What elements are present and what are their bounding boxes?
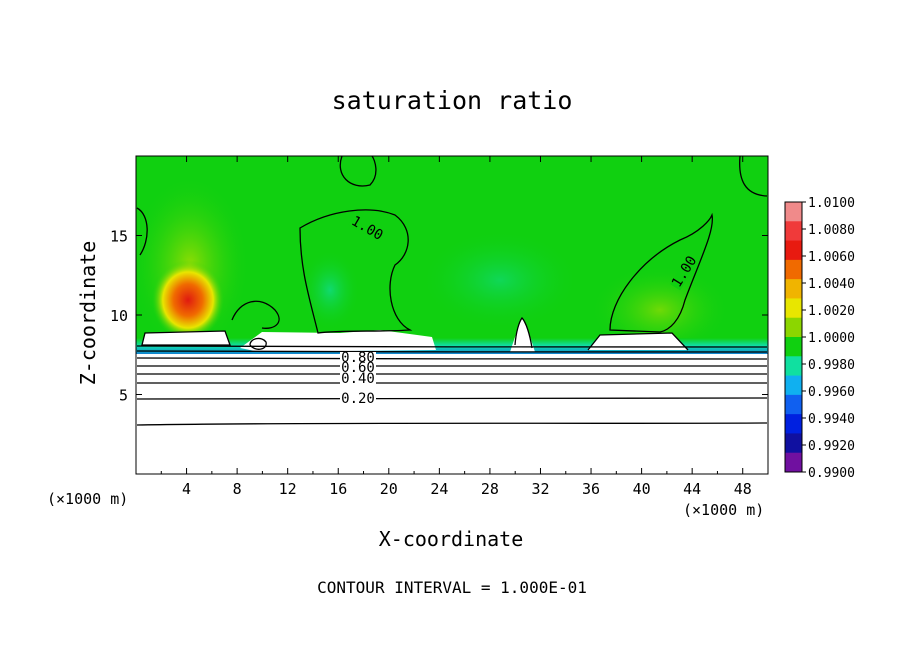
contour-label-group: 0.40 xyxy=(340,371,376,387)
colorbar-label: 0.9920 xyxy=(808,439,855,454)
x-tick-label: 4 xyxy=(182,480,191,498)
colorbar-label: 0.9980 xyxy=(808,358,855,373)
contour-label-group: 0.60 xyxy=(340,360,376,376)
colorbar-label: 1.0060 xyxy=(808,250,855,265)
colorbar-label: 0.9940 xyxy=(808,412,855,427)
x-tick-label: 24 xyxy=(430,480,448,498)
x-tick-label: 20 xyxy=(380,480,398,498)
contour-label: 0.60 xyxy=(341,360,375,376)
x-tick-label: 40 xyxy=(633,480,651,498)
contour-label: 0.20 xyxy=(341,391,375,407)
colorbar-swatch xyxy=(785,414,802,434)
x-tick-label: 16 xyxy=(329,480,347,498)
colorbar-label: 0.9900 xyxy=(808,466,855,481)
colorbar-swatch xyxy=(785,356,802,376)
x-tick-label: 36 xyxy=(582,480,600,498)
y-tick-label: 15 xyxy=(110,228,128,246)
contour-labels: 1.001.000.800.600.400.20 xyxy=(340,213,700,407)
colorbar-swatch xyxy=(785,394,802,415)
x-tick-label: 28 xyxy=(481,480,499,498)
colorbar-swatch xyxy=(785,433,802,454)
chart-title: saturation ratio xyxy=(331,86,573,115)
colorbar-swatch xyxy=(785,337,802,357)
colorbar-label: 1.0100 xyxy=(808,196,855,211)
contour-label-bg xyxy=(340,373,376,385)
colorbar-swatch xyxy=(785,452,802,473)
y-tick-label: 5 xyxy=(119,387,128,405)
colorbar-swatch xyxy=(785,259,802,280)
colorbar-label: 1.0000 xyxy=(808,331,855,346)
colorbar-label: 1.0040 xyxy=(808,277,855,292)
colorbar-swatch xyxy=(785,202,802,222)
colorbar-swatch xyxy=(785,298,802,319)
colorbar: 1.0100 1.0080 1.0060 1.0040 1.0020 1.0000 0.99… xyxy=(784,196,855,481)
contour-label-bg xyxy=(340,393,376,405)
contour-label-bg xyxy=(669,253,700,291)
plot-frame xyxy=(135,155,769,475)
y-tick-label: 10 xyxy=(110,307,128,325)
contour-label: 0.40 xyxy=(341,371,375,387)
x-tick-label: 12 xyxy=(279,480,297,498)
contour-label-group: 0.20 xyxy=(340,391,376,407)
contour-label-bg xyxy=(340,352,376,364)
colorbar-swatch xyxy=(785,375,802,396)
x-tick-label: 48 xyxy=(734,480,752,498)
x-unit-label-left: (×1000 m) xyxy=(47,490,129,508)
colorbar-swatch xyxy=(785,279,802,299)
contour-interval-note: CONTOUR INTERVAL = 1.000E-01 xyxy=(317,578,587,597)
colorbar-label: 1.0020 xyxy=(808,304,855,319)
colorbar-swatch xyxy=(785,240,802,261)
contour-label-bg xyxy=(348,214,386,243)
colorbar-swatch xyxy=(785,317,802,338)
y-axis: 5 10 15 xyxy=(110,228,768,405)
contour-lines xyxy=(136,156,768,426)
x-axis: 4 8 12 16 20 24 28 32 36 40 44 48 xyxy=(160,156,752,498)
colorbar-swatch xyxy=(785,221,802,241)
x-tick-label: 32 xyxy=(531,480,549,498)
x-axis-label: X-coordinate xyxy=(378,527,524,551)
contour-label-bg xyxy=(340,362,376,374)
colorbar-label: 1.0080 xyxy=(808,223,855,238)
colorbar-label: 0.9960 xyxy=(808,385,855,400)
x-unit-label-right: (×1000 m) xyxy=(683,501,765,519)
x-tick-label: 44 xyxy=(683,480,701,498)
x-tick-label: 8 xyxy=(233,480,242,498)
heatmap-field xyxy=(136,156,768,474)
